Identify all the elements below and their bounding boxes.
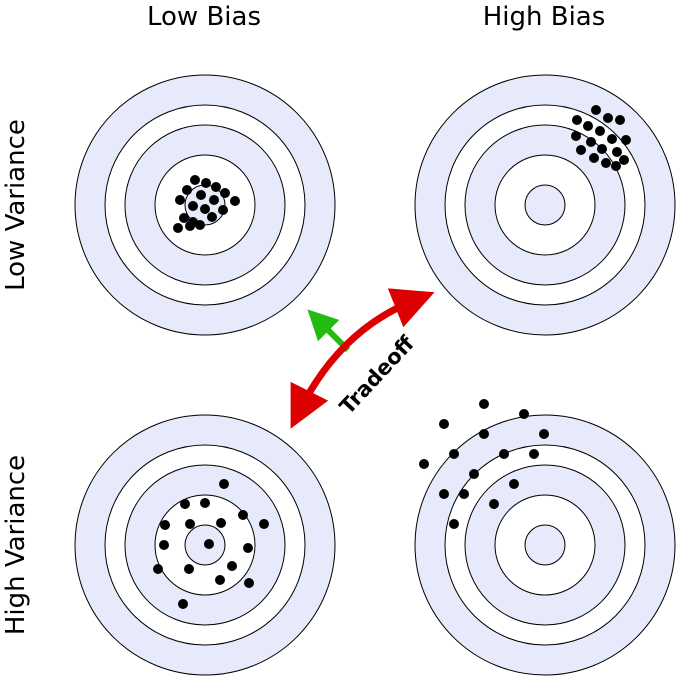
hit-dot bbox=[200, 204, 210, 214]
hit-dot bbox=[621, 135, 631, 145]
hit-dot bbox=[572, 115, 582, 125]
hit-dot bbox=[576, 145, 586, 155]
hit-dot bbox=[196, 190, 206, 200]
hit-dot bbox=[195, 220, 205, 230]
hit-dot bbox=[200, 498, 210, 508]
hit-dot bbox=[603, 113, 613, 123]
hit-dot bbox=[188, 201, 198, 211]
hit-dot bbox=[227, 561, 237, 571]
hit-dot bbox=[218, 205, 228, 215]
target-ring bbox=[524, 524, 566, 566]
hit-dot bbox=[601, 158, 611, 168]
hit-dot bbox=[509, 479, 519, 489]
hit-dot bbox=[519, 409, 529, 419]
hit-dot bbox=[230, 196, 240, 206]
hit-dot bbox=[589, 153, 599, 163]
hit-dot bbox=[259, 519, 269, 529]
hit-dot bbox=[586, 137, 596, 147]
hit-dot bbox=[219, 479, 229, 489]
hit-dot bbox=[173, 223, 183, 233]
tradeoff-arrow-group: Tradeoff bbox=[290, 288, 435, 429]
hit-dot bbox=[175, 195, 185, 205]
hit-dot bbox=[220, 188, 230, 198]
hit-dot bbox=[439, 419, 449, 429]
target-high-bias-low-variance bbox=[414, 74, 676, 336]
hit-dot bbox=[215, 575, 225, 585]
hit-dot bbox=[185, 519, 195, 529]
hit-dot bbox=[499, 449, 509, 459]
hit-dot bbox=[159, 540, 169, 550]
hit-dot bbox=[479, 429, 489, 439]
hit-dot bbox=[160, 520, 170, 530]
hit-dot bbox=[419, 459, 429, 469]
hit-dot bbox=[184, 564, 194, 574]
hit-dot bbox=[244, 578, 254, 588]
hit-dot bbox=[615, 115, 625, 125]
hit-dot bbox=[216, 518, 226, 528]
target-ring bbox=[524, 184, 566, 226]
hit-dot bbox=[238, 510, 248, 520]
hit-dot bbox=[243, 543, 253, 553]
hit-dot bbox=[153, 564, 163, 574]
hit-dot bbox=[204, 539, 214, 549]
row-label-low-variance: Low Variance bbox=[1, 119, 31, 291]
target-low-bias-high-variance bbox=[74, 414, 336, 676]
hit-dot bbox=[201, 178, 211, 188]
red-tradeoff-arrow bbox=[290, 288, 435, 429]
column-label-low-bias: Low Bias bbox=[147, 2, 261, 32]
row-label-high-variance: High Variance bbox=[1, 455, 31, 635]
hit-dot bbox=[611, 161, 621, 171]
hit-dot bbox=[612, 147, 622, 157]
hit-dot bbox=[179, 213, 189, 223]
hit-dot bbox=[607, 134, 617, 144]
column-label-high-bias: High Bias bbox=[483, 2, 606, 32]
hit-dot bbox=[449, 519, 459, 529]
hit-dot bbox=[583, 121, 593, 131]
hit-dot bbox=[178, 599, 188, 609]
hit-dot bbox=[595, 126, 605, 136]
hit-dot bbox=[439, 489, 449, 499]
hit-dot bbox=[539, 429, 549, 439]
hit-dot bbox=[529, 449, 539, 459]
hit-dot bbox=[185, 221, 195, 231]
hit-dot bbox=[597, 144, 607, 154]
target-high-bias-high-variance bbox=[414, 399, 676, 676]
hit-dot bbox=[459, 489, 469, 499]
hit-dot bbox=[479, 399, 489, 409]
hit-dot bbox=[619, 155, 629, 165]
hit-dot bbox=[211, 182, 221, 192]
hit-dot bbox=[591, 105, 601, 115]
target-low-bias-low-variance bbox=[74, 74, 336, 336]
hit-dot bbox=[571, 131, 581, 141]
hit-dot bbox=[182, 185, 192, 195]
hit-dot bbox=[209, 195, 219, 205]
hit-dot bbox=[469, 469, 479, 479]
hit-dot bbox=[207, 212, 217, 222]
hit-dot bbox=[190, 175, 200, 185]
hit-dot bbox=[449, 449, 459, 459]
hit-dot bbox=[489, 499, 499, 509]
hit-dot bbox=[180, 499, 190, 509]
